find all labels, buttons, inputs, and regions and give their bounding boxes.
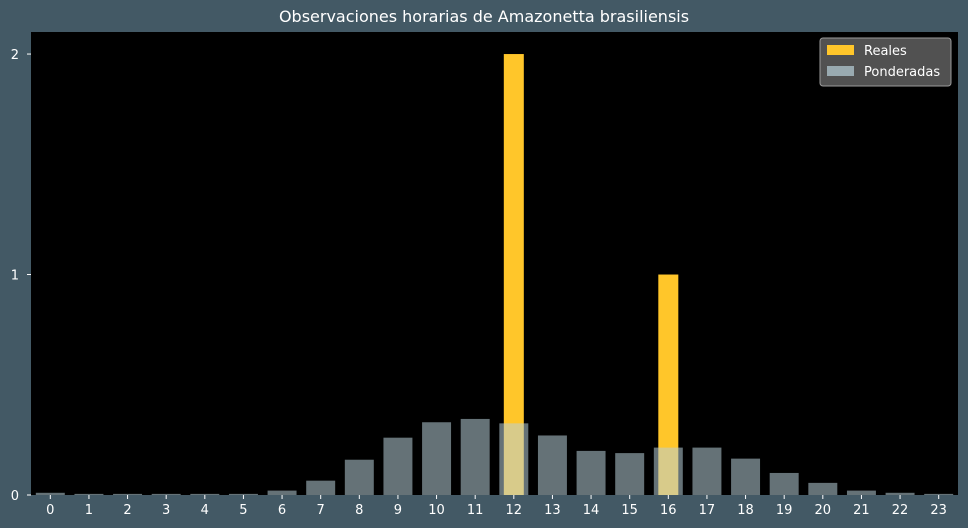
x-tick-label-15: 15 [621,503,638,518]
bar-reales-12 [503,54,524,496]
x-tick-label-11: 11 [467,503,484,518]
bar-ponderadas-20 [808,482,838,495]
bar-ponderadas-0 [35,492,65,495]
legend-label-reales: Reales [864,44,907,59]
x-tick-label-16: 16 [660,503,677,518]
plot-area [31,32,958,495]
x-tick-label-1: 1 [85,503,93,518]
legend: Reales Ponderadas [819,37,952,87]
bar-ponderadas-8 [344,459,374,495]
bar-ponderadas-15 [615,453,645,495]
x-tick-label-9: 9 [394,503,402,518]
x-tick-label-7: 7 [317,503,325,518]
x-tick-label-10: 10 [428,503,445,518]
bar-reales-16 [658,274,679,495]
bar-ponderadas-1 [74,493,104,495]
bar-ponderadas-12 [499,423,529,495]
bar-ponderadas-9 [383,437,413,495]
x-tick-label-6: 6 [278,503,286,518]
y-tick-label-2: 2 [11,48,19,63]
legend-swatch-reales [827,45,854,55]
bar-ponderadas-22 [885,492,915,495]
x-tick-label-8: 8 [355,503,363,518]
bar-ponderadas-3 [151,493,181,495]
y-tick-label-1: 1 [11,269,19,284]
legend-label-ponderadas: Ponderadas [864,65,940,80]
x-tick-label-20: 20 [815,503,832,518]
x-tick-label-2: 2 [123,503,131,518]
x-tick-label-22: 22 [892,503,909,518]
bar-ponderadas-21 [846,490,876,495]
bar-ponderadas-6 [267,490,297,495]
bar-ponderadas-23 [924,493,954,495]
x-tick-label-5: 5 [239,503,247,518]
x-tick-label-23: 23 [930,503,947,518]
bar-ponderadas-14 [576,450,606,495]
bar-ponderadas-10 [422,422,452,495]
x-tick-label-0: 0 [46,503,54,518]
bar-ponderadas-19 [769,472,799,495]
bar-ponderadas-5 [228,493,258,495]
x-tick-label-17: 17 [699,503,716,518]
x-tick-label-21: 21 [853,503,870,518]
bar-ponderadas-4 [190,493,220,495]
x-tick-label-4: 4 [201,503,209,518]
bar-ponderadas-13 [537,435,567,495]
chart-title: Observaciones horarias de Amazonetta bra… [278,7,690,26]
x-tick-label-13: 13 [544,503,561,518]
x-tick-label-12: 12 [506,503,523,518]
y-tick-label-0: 0 [11,489,19,504]
x-tick-label-18: 18 [737,503,754,518]
legend-swatch-ponderadas [827,66,854,76]
bar-ponderadas-7 [306,480,336,495]
x-tick-label-19: 19 [776,503,793,518]
bar-ponderadas-2 [113,493,143,495]
x-tick-label-14: 14 [583,503,600,518]
bar-ponderadas-11 [460,418,490,495]
x-tick-label-3: 3 [162,503,170,518]
bar-ponderadas-17 [692,447,722,495]
bar-ponderadas-16 [653,447,683,495]
bar-ponderadas-18 [731,458,761,495]
